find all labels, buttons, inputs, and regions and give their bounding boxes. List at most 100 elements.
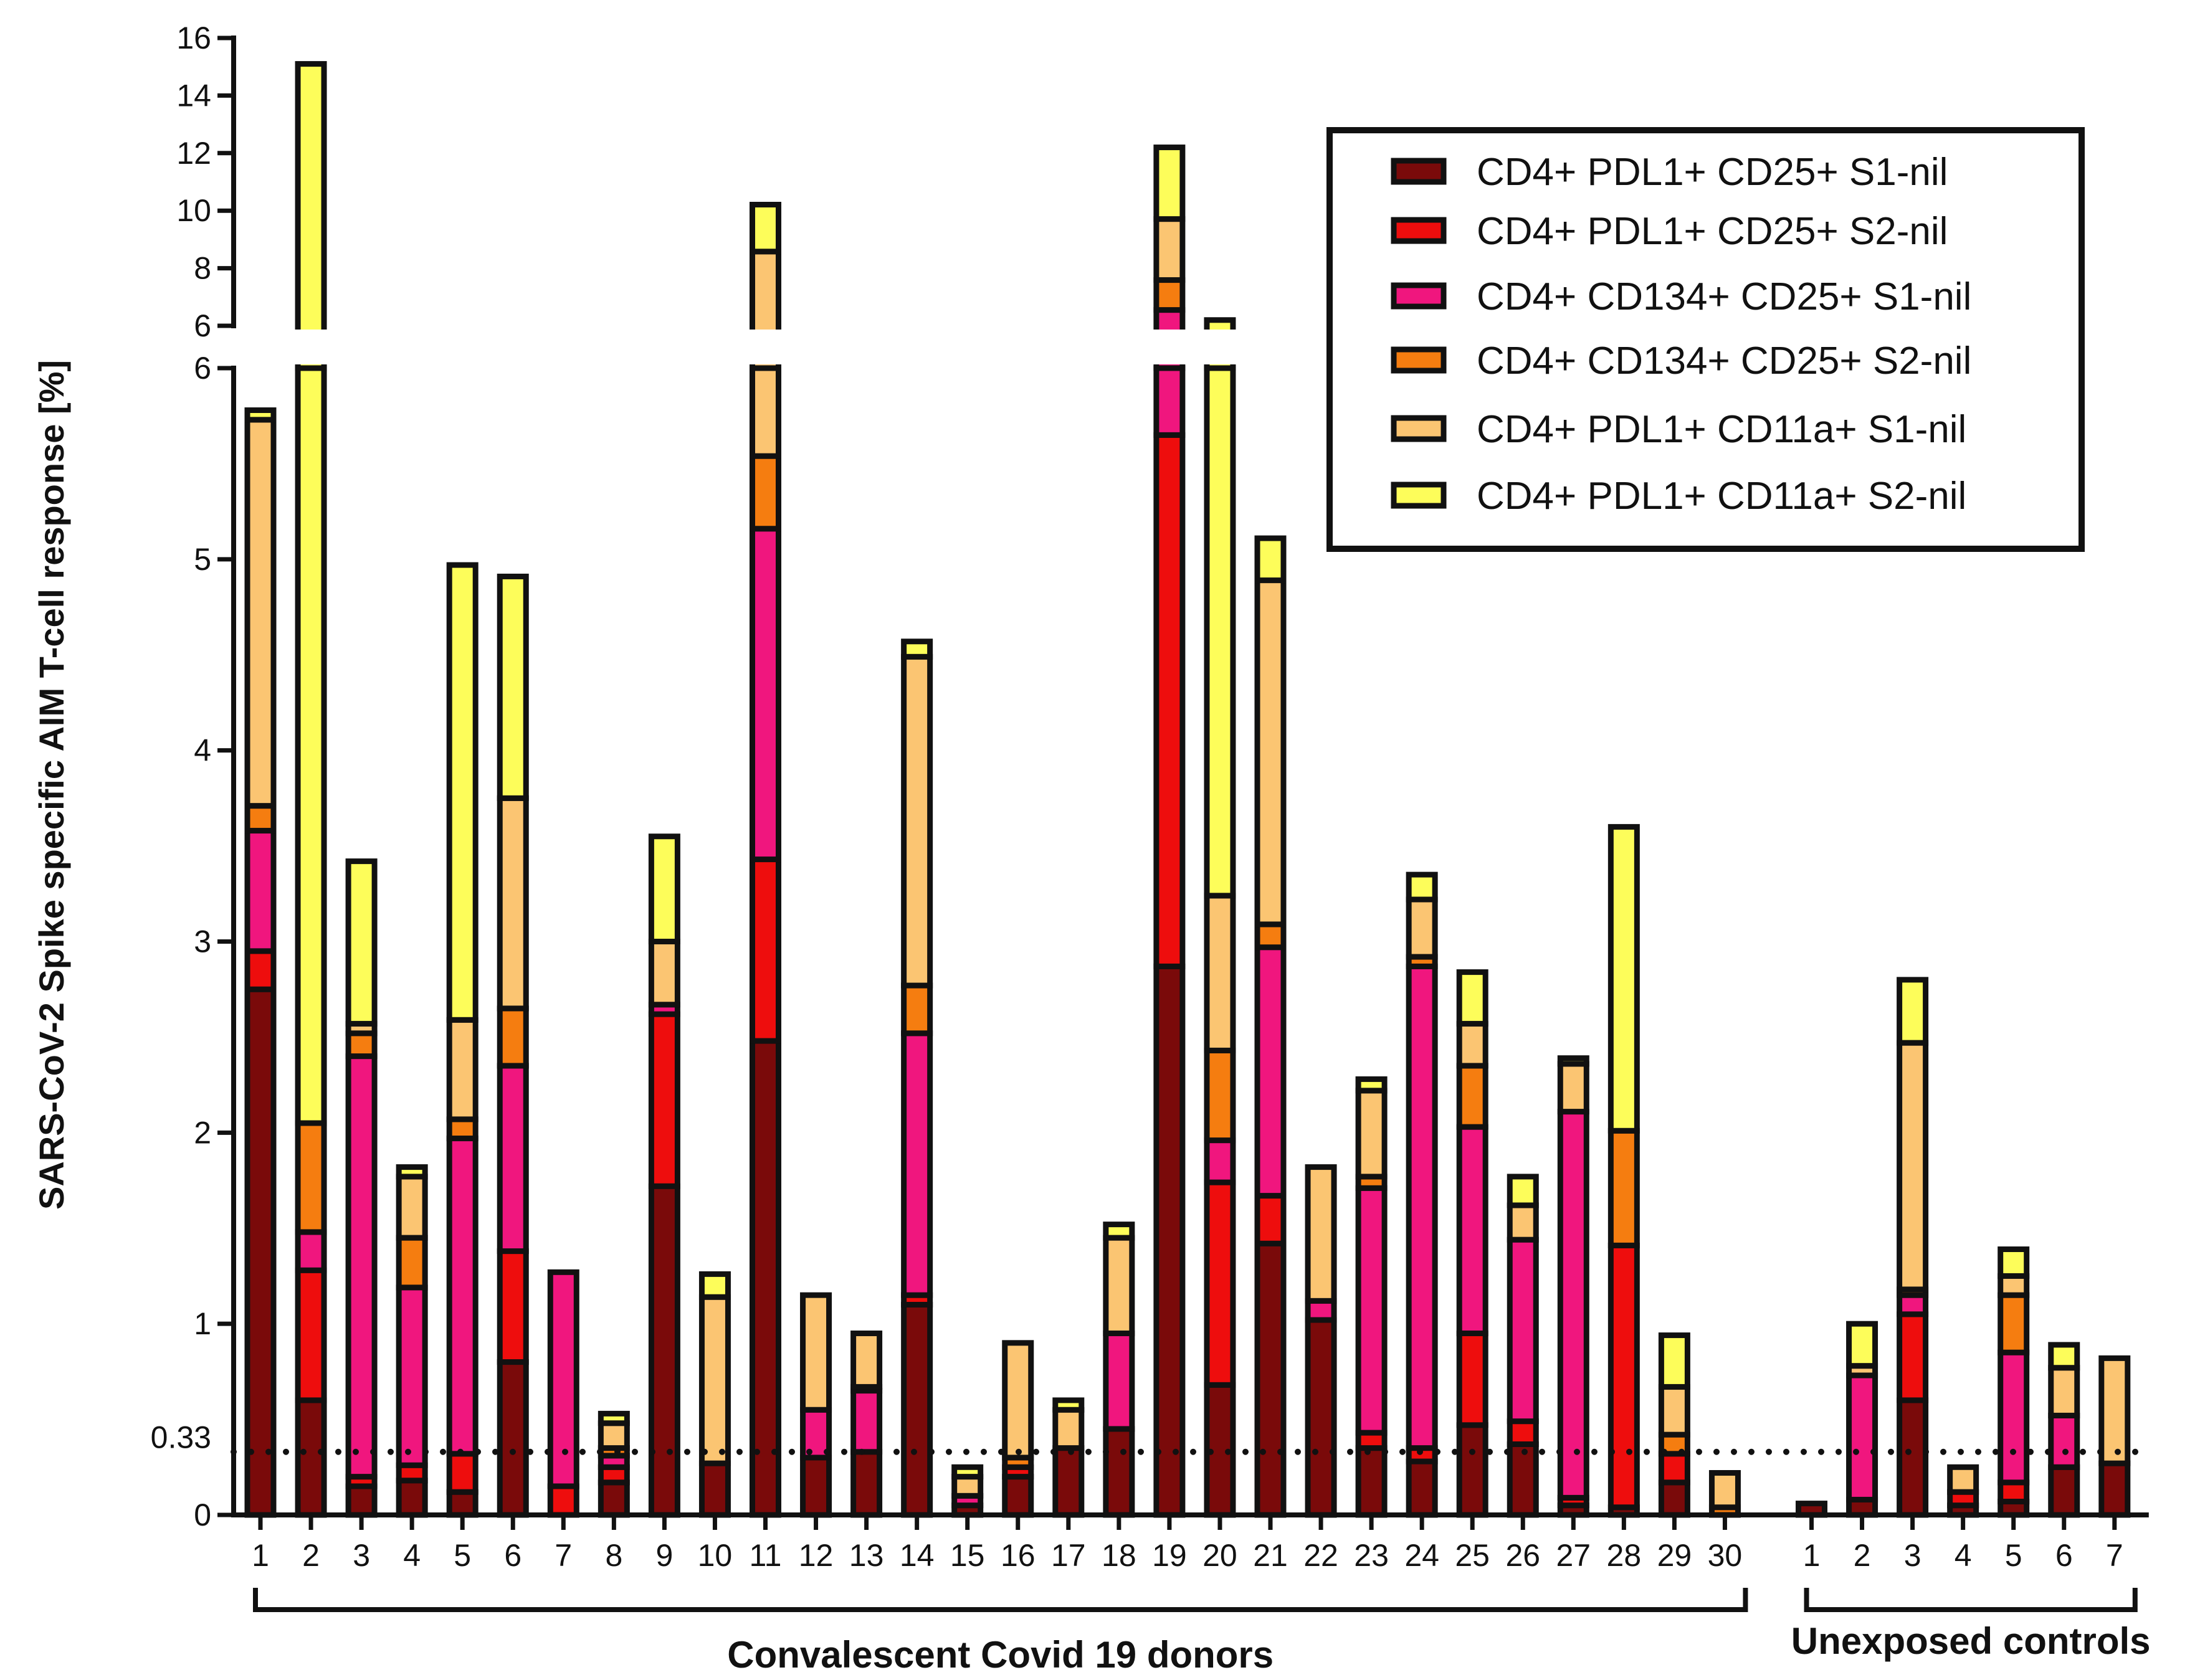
bar-segment (1897, 977, 1929, 1046)
group-label: Unexposed controls (1791, 1620, 2151, 1662)
group-bracket (1804, 1588, 2138, 1612)
bar-segment (598, 1420, 630, 1451)
bar-segment (750, 526, 781, 863)
x-tick-label: 30 (1708, 1538, 1743, 1573)
bar-segment (1153, 963, 1186, 1518)
y-tick-label: 6 (194, 351, 211, 386)
x-tick-label: 10 (698, 1538, 733, 1573)
bar-segment (901, 653, 933, 989)
bar-segment (244, 948, 277, 992)
bar-segment (1052, 1407, 1085, 1451)
y-tick-label: 1 (194, 1306, 211, 1341)
bar-segment (1254, 535, 1287, 584)
bar-segment (547, 1483, 579, 1518)
y-tick-label: 8 (194, 251, 211, 286)
bar-segment (547, 1269, 579, 1489)
bar-segment (1002, 1474, 1034, 1518)
bar-segment (1557, 1061, 1589, 1115)
bar-segment (1204, 1137, 1236, 1185)
y-tick-label: 14 (176, 78, 211, 113)
bar-segment (1456, 1020, 1488, 1069)
bar-segment (1557, 1109, 1589, 1501)
bar-segment (1254, 1240, 1287, 1518)
x-tick-label: 3 (1904, 1538, 1921, 1573)
x-tick-label: 2 (1854, 1538, 1871, 1573)
x-tick-label: 25 (1455, 1538, 1490, 1573)
bar-segment (446, 1116, 479, 1142)
legend-swatch (1391, 158, 1447, 185)
bar-segment (244, 828, 277, 954)
bar-segment (1557, 1055, 1589, 1067)
bar-segment (1998, 1246, 2030, 1279)
bar-segment (1204, 893, 1236, 1053)
legend-entry: CD4+ PDL1+ CD25+ S2-nil (1477, 210, 1948, 253)
bar-segment (295, 1397, 327, 1518)
x-tick-label: 6 (504, 1538, 521, 1573)
group-label: Convalescent Covid 19 donors (727, 1634, 1274, 1676)
legend-entry: CD4+ CD134+ CD25+ S2-nil (1477, 339, 1971, 382)
bar-segment (1607, 1127, 1640, 1248)
bar-segment (750, 1038, 781, 1518)
bar-segment (1153, 145, 1186, 222)
bar-segment (345, 858, 378, 1027)
bar-segment (2098, 1460, 2131, 1518)
bar-segment (1406, 871, 1438, 903)
bar-segment (1103, 1426, 1135, 1518)
x-tick-label: 17 (1051, 1538, 1086, 1573)
bar-segment (1658, 1451, 1690, 1486)
bar-segment (295, 1267, 327, 1403)
x-tick-label: 20 (1202, 1538, 1237, 1573)
group-bracket (253, 1588, 1748, 1612)
bar-segment (396, 1164, 428, 1180)
bar-segment (648, 833, 680, 945)
bar-segment (1658, 1332, 1690, 1390)
bar-segment (2098, 1355, 2131, 1466)
bar-segment (2048, 1412, 2080, 1470)
bar-segment (1355, 1445, 1388, 1518)
legend-swatch (1391, 482, 1447, 509)
legend: CD4+ PDL1+ CD25+ S1-nil CD4+ PDL1+ CD25+ … (1326, 127, 2085, 552)
x-tick-label: 28 (1607, 1538, 1642, 1573)
bars (209, 61, 2200, 1518)
x-tick-label: 6 (2055, 1538, 2073, 1573)
bar-segment (1355, 1185, 1388, 1436)
bar-segment (1947, 1464, 1979, 1495)
bar-segment (1305, 1298, 1337, 1323)
bar-segment (1456, 1063, 1488, 1130)
x-tick-label: 19 (1152, 1538, 1187, 1573)
legend-entry: CD4+ CD134+ CD25+ S1-nil (1477, 275, 1971, 318)
legend-swatch (1391, 217, 1447, 244)
y-tick-label: 3 (194, 924, 211, 959)
bar-segment (1305, 1317, 1337, 1518)
bar-segment (1052, 1397, 1085, 1413)
bar-segment (1897, 1292, 1929, 1317)
x-tick-label: 21 (1253, 1538, 1288, 1573)
bar-segment (648, 1011, 680, 1189)
bar-segment (396, 1174, 428, 1241)
x-tick-label: 8 (605, 1538, 622, 1573)
x-tick-label: 23 (1354, 1538, 1389, 1573)
x-tick-label: 2 (302, 1538, 320, 1573)
x-tick-label: 13 (849, 1538, 884, 1573)
bar-segment (648, 1183, 680, 1518)
bar-segment (1153, 432, 1186, 969)
legend-entry: CD4+ PDL1+ CD11a+ S1-nil (1477, 408, 1966, 451)
bar-segment (1708, 1469, 1741, 1511)
bar-segment (901, 1030, 933, 1298)
bar-segment (698, 1294, 731, 1466)
bar-segment (1103, 1235, 1135, 1337)
bar-segment (750, 201, 781, 255)
bar-segment (1153, 365, 1186, 438)
bar-segment (446, 1451, 479, 1495)
bar-segment (750, 365, 781, 459)
bar-segment (1998, 1349, 2030, 1486)
bar-segment (497, 1063, 529, 1255)
bar-segment (244, 986, 277, 1518)
bar-segment (1153, 216, 1186, 283)
x-tick-label: 22 (1303, 1538, 1338, 1573)
bar-segment (1507, 1236, 1539, 1425)
bar-segment (1456, 1124, 1488, 1337)
y-tick-label: 4 (194, 733, 211, 768)
bar-segment (1406, 896, 1438, 960)
